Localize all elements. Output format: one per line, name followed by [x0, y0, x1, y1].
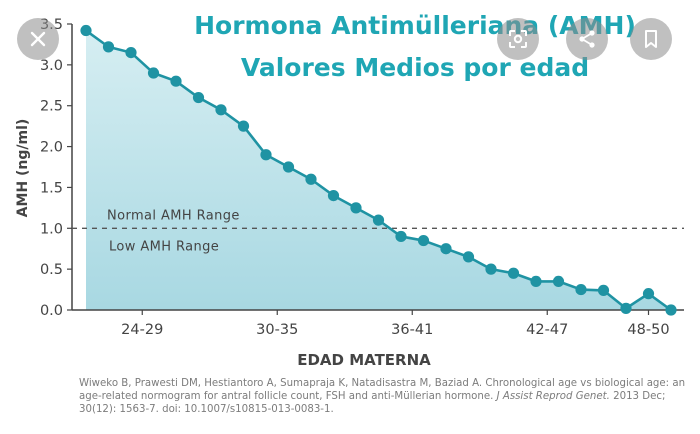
y-tick-label: 2.0	[40, 140, 63, 156]
area-fill	[86, 30, 671, 311]
amh-chart: Hormona Antimülleriana (AMH) Valores Med…	[15, 11, 684, 369]
close-icon	[30, 31, 46, 47]
x-tick-label: 24-29	[121, 322, 163, 338]
data-point	[440, 243, 452, 255]
data-point	[485, 263, 497, 275]
data-point	[395, 230, 407, 243]
bookmark-button[interactable]	[630, 18, 672, 60]
citation: Wiweko B, Prawesti DM, Hestiantoro A, Su…	[79, 377, 689, 416]
data-point	[552, 275, 565, 287]
data-point	[305, 173, 317, 185]
data-point	[327, 190, 340, 202]
data-point	[80, 24, 92, 37]
low-range-label: Low AMH Range	[109, 239, 219, 254]
data-point	[147, 67, 160, 79]
y-axis-label: AMH (ng/ml)	[15, 119, 31, 218]
x-tick-label: 42-47	[526, 322, 568, 338]
bookmark-icon	[645, 30, 657, 48]
lens-button[interactable]	[497, 18, 539, 60]
data-point	[170, 75, 182, 87]
data-point	[102, 41, 115, 53]
y-tick-label: 2.5	[40, 99, 63, 115]
share-button[interactable]	[566, 18, 608, 60]
lens-icon	[509, 30, 527, 48]
data-point	[575, 283, 587, 296]
data-point	[260, 149, 272, 161]
plot-area: 0.00.51.01.52.02.53.03.524-2930-3536-414…	[40, 17, 684, 338]
data-point	[192, 91, 205, 104]
data-point	[597, 284, 610, 296]
y-tick-label: 1.0	[40, 221, 63, 237]
y-tick-label: 3.0	[40, 58, 63, 74]
data-point	[125, 47, 137, 59]
y-tick-label: 1.5	[40, 180, 63, 196]
chart-title-line2: Valores Medios por edad	[241, 53, 589, 82]
x-tick-label: 30-35	[256, 322, 298, 338]
data-point	[237, 120, 250, 132]
data-point	[350, 202, 362, 214]
data-point	[620, 302, 632, 314]
x-tick-label: 48-50	[627, 322, 669, 338]
data-point	[282, 161, 295, 173]
citation-journal: J Assist Reprod Genet.	[496, 391, 610, 402]
data-point	[530, 275, 542, 287]
close-button[interactable]	[17, 18, 59, 60]
data-point	[417, 234, 430, 247]
normal-range-label: Normal AMH Range	[107, 208, 240, 223]
x-tick-label: 36-41	[391, 322, 433, 338]
citation-authors: Wiweko B, Prawesti DM, Hestiantoro A, Su…	[79, 378, 686, 402]
data-point	[215, 104, 227, 116]
data-point	[642, 288, 655, 300]
citation-details: 2013 Dec; 30(12): 1563-7. doi: 10.1007/s…	[79, 391, 666, 415]
data-point	[507, 267, 520, 279]
data-point	[665, 304, 677, 316]
x-axis-label: EDAD MATERNA	[297, 351, 431, 369]
data-point	[462, 251, 475, 263]
y-tick-label: 0.5	[40, 262, 63, 278]
data-point	[372, 214, 385, 226]
y-tick-label: 0.0	[40, 303, 63, 319]
share-icon	[579, 30, 595, 48]
chart-title-line1: Hormona Antimülleriana (AMH)	[194, 11, 636, 40]
